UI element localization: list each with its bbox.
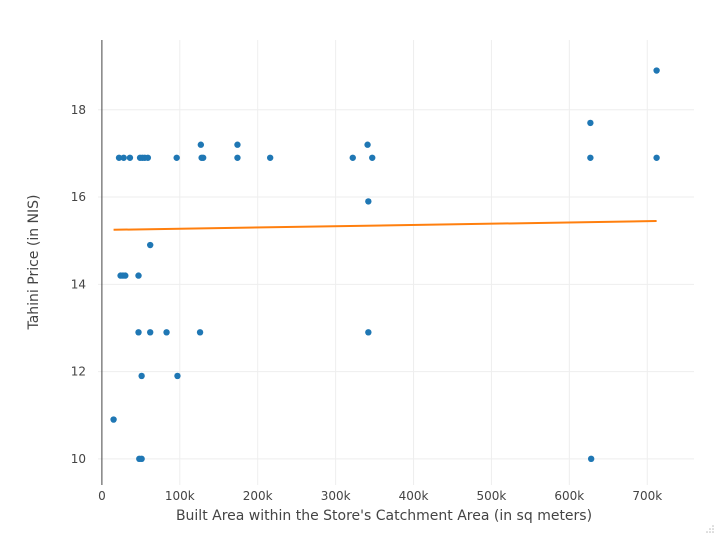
x-tick-label: 700k — [632, 489, 662, 503]
y-tick-label: 10 — [71, 452, 86, 466]
data-point[interactable] — [135, 272, 142, 279]
grid-lines — [98, 40, 694, 485]
x-tick-label: 300k — [321, 489, 351, 503]
y-tick-label: 14 — [71, 277, 86, 291]
data-point[interactable] — [146, 329, 154, 336]
data-point[interactable] — [138, 455, 145, 463]
data-point[interactable] — [364, 141, 371, 148]
y-tick-labels: 10 12 14 16 18 — [71, 103, 86, 466]
data-point[interactable] — [135, 329, 142, 336]
data-point[interactable] — [365, 329, 372, 336]
x-tick-label: 500k — [477, 489, 507, 503]
trend-line-group — [113, 220, 657, 231]
trend-line — [113, 220, 657, 231]
data-points[interactable] — [110, 67, 660, 463]
data-point[interactable] — [115, 154, 123, 161]
data-point[interactable] — [173, 154, 180, 161]
data-point[interactable] — [653, 154, 660, 161]
x-tick-label: 400k — [399, 489, 429, 503]
data-point[interactable] — [126, 154, 134, 161]
data-point[interactable] — [138, 372, 145, 380]
data-point[interactable] — [587, 455, 595, 463]
data-point[interactable] — [266, 154, 274, 161]
x-tick-label: 600k — [554, 489, 584, 503]
y-tick-label: 16 — [71, 190, 86, 204]
x-tick-labels: 0 100k 200k 300k 400k 500k 600k 700k — [98, 489, 662, 503]
data-point[interactable] — [234, 141, 241, 148]
data-point[interactable] — [144, 154, 152, 161]
data-point[interactable] — [197, 141, 205, 148]
data-point[interactable] — [120, 154, 127, 161]
data-point[interactable] — [369, 154, 376, 161]
data-point[interactable] — [587, 154, 594, 161]
y-axis-title: Tahini Price (in NIS) — [26, 194, 42, 330]
data-point[interactable] — [196, 329, 204, 336]
x-tick-label: 100k — [165, 489, 195, 503]
data-point[interactable] — [122, 272, 129, 279]
data-point[interactable] — [653, 67, 660, 74]
resize-handle-icon[interactable] — [706, 525, 714, 533]
data-point[interactable] — [163, 329, 170, 336]
y-tick-label: 12 — [71, 365, 86, 379]
y-tick-label: 18 — [71, 103, 86, 117]
data-point[interactable] — [349, 154, 356, 161]
data-point[interactable] — [365, 198, 372, 205]
data-point[interactable] — [110, 416, 117, 423]
data-point[interactable] — [199, 154, 207, 161]
data-point[interactable] — [234, 154, 241, 161]
x-tick-label: 200k — [243, 489, 273, 503]
data-point[interactable] — [146, 241, 154, 249]
x-tick-label: 0 — [98, 489, 106, 503]
data-point[interactable] — [587, 119, 594, 127]
x-axis-title: Built Area within the Store's Catchment … — [176, 508, 592, 524]
data-point[interactable] — [174, 372, 181, 380]
